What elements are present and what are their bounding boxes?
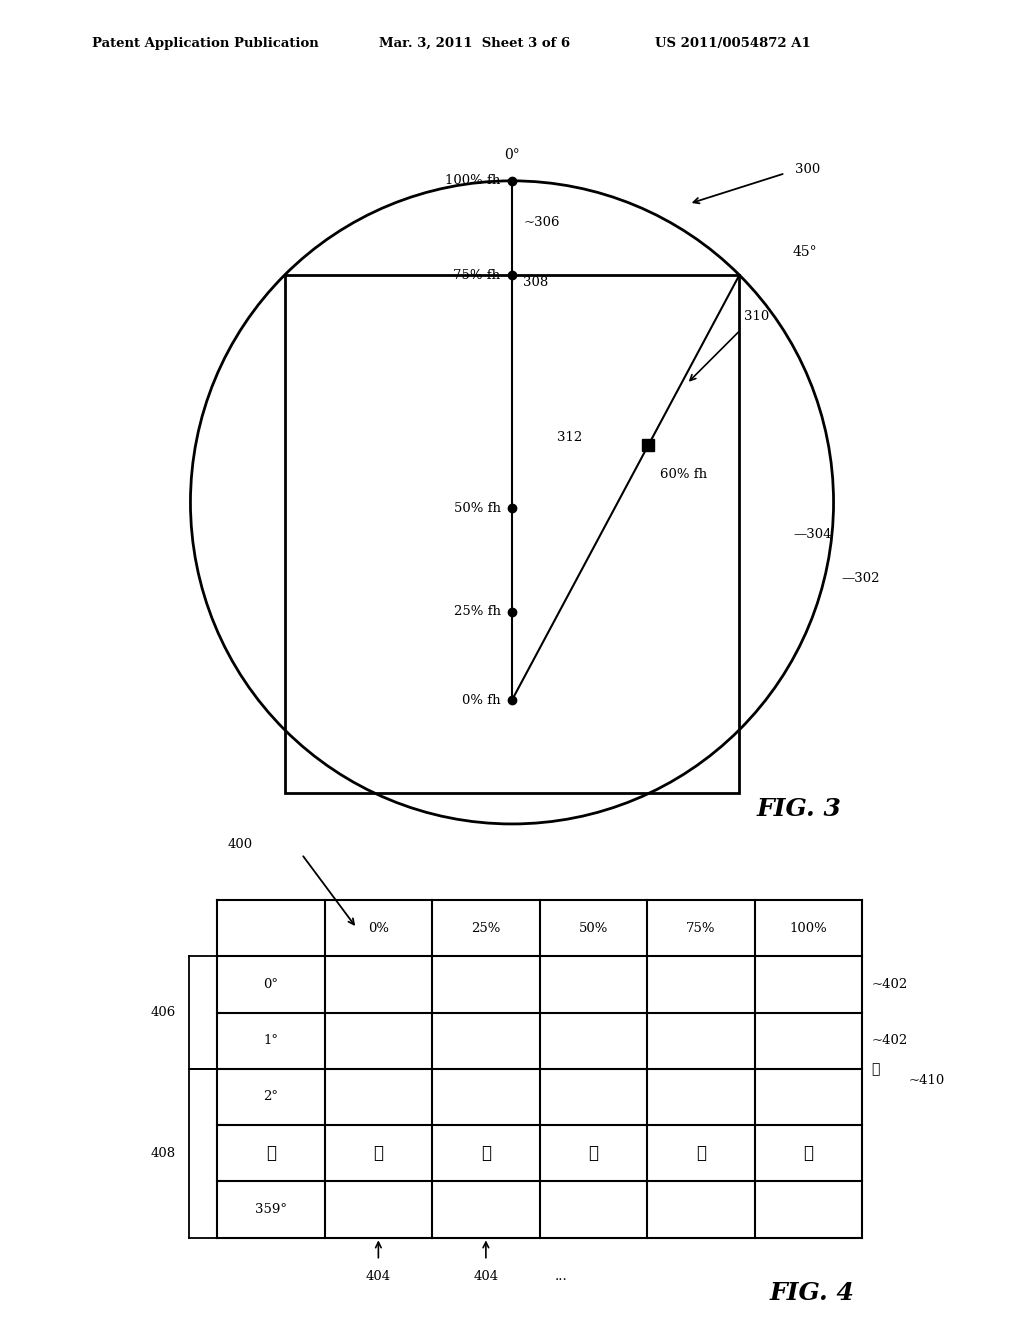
- Text: ~402: ~402: [871, 978, 907, 991]
- Text: FIG. 4: FIG. 4: [770, 1280, 855, 1305]
- Text: Mar. 3, 2011  Sheet 3 of 6: Mar. 3, 2011 Sheet 3 of 6: [379, 37, 570, 50]
- Text: Patent Application Publication: Patent Application Publication: [92, 37, 318, 50]
- Text: 404: 404: [473, 1270, 499, 1283]
- Bar: [285, 275, 739, 793]
- Text: 312: 312: [557, 430, 582, 444]
- Text: —304: —304: [793, 528, 831, 541]
- Text: ~410: ~410: [908, 1073, 944, 1086]
- Text: 300: 300: [795, 162, 820, 176]
- Text: 0°: 0°: [263, 978, 279, 991]
- Text: ⋮: ⋮: [374, 1144, 383, 1162]
- Text: 75%: 75%: [686, 921, 716, 935]
- Text: 75% fh: 75% fh: [454, 268, 501, 281]
- Text: 45°: 45°: [793, 246, 817, 259]
- Text: ⋯: ⋯: [871, 1061, 880, 1076]
- Text: 406: 406: [151, 1006, 176, 1019]
- Text: 0%: 0%: [368, 921, 389, 935]
- Text: 100% fh: 100% fh: [445, 174, 501, 187]
- Text: 408: 408: [151, 1147, 176, 1160]
- Text: —302: —302: [841, 573, 880, 586]
- Text: 308: 308: [523, 276, 549, 289]
- Text: 359°: 359°: [255, 1203, 287, 1216]
- Text: ⋮: ⋮: [266, 1144, 275, 1162]
- Text: FIG. 3: FIG. 3: [757, 797, 842, 821]
- Text: 50%: 50%: [579, 921, 608, 935]
- Text: 0% fh: 0% fh: [462, 693, 501, 706]
- Text: 2°: 2°: [263, 1090, 279, 1104]
- Text: US 2011/0054872 A1: US 2011/0054872 A1: [655, 37, 811, 50]
- Text: ...: ...: [555, 1270, 567, 1283]
- Text: 0°: 0°: [504, 148, 520, 162]
- Text: ~306: ~306: [523, 216, 560, 230]
- Text: 25% fh: 25% fh: [454, 606, 501, 618]
- Text: 404: 404: [366, 1270, 391, 1283]
- Text: 25%: 25%: [471, 921, 501, 935]
- Text: 100%: 100%: [790, 921, 827, 935]
- Text: 50% fh: 50% fh: [454, 502, 501, 515]
- Text: 400: 400: [228, 838, 253, 851]
- Text: ⋮: ⋮: [589, 1144, 598, 1162]
- Text: ⋮: ⋮: [481, 1144, 490, 1162]
- Text: ~402: ~402: [871, 1035, 907, 1047]
- Text: ⋮: ⋮: [696, 1144, 706, 1162]
- Text: 60% fh: 60% fh: [659, 469, 707, 480]
- Text: 310: 310: [744, 309, 769, 322]
- Text: ⋮: ⋮: [804, 1144, 813, 1162]
- Text: 1°: 1°: [263, 1035, 279, 1047]
